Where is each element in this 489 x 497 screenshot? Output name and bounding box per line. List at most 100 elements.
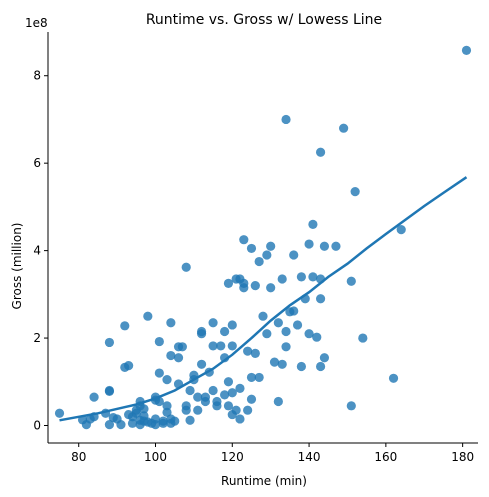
data-point [212, 396, 222, 407]
data-point [319, 241, 330, 251]
data-point [319, 353, 330, 363]
x-axis-label: Runtime (min) [221, 474, 307, 488]
data-point [315, 147, 326, 157]
data-point [158, 418, 168, 428]
y-tick-label: 8 [33, 69, 41, 83]
y-offset-label: 1e8 [25, 16, 48, 30]
data-point [89, 392, 99, 402]
data-point [396, 225, 406, 235]
x-tick-label: 100 [144, 450, 167, 464]
data-point [250, 348, 260, 358]
data-point [185, 415, 195, 425]
data-point [120, 321, 130, 331]
lowess-path [59, 176, 468, 422]
data-point [262, 329, 272, 339]
data-point [346, 401, 356, 411]
x-tick-label: 160 [374, 450, 397, 464]
data-point [220, 390, 230, 400]
data-point [154, 336, 164, 347]
data-point [223, 401, 234, 411]
data-point [235, 414, 245, 424]
data-point [166, 318, 176, 328]
data-point [177, 342, 187, 352]
data-point [208, 318, 218, 328]
data-point [312, 332, 322, 342]
data-point [243, 346, 253, 356]
data-point [239, 235, 249, 245]
data-point [277, 274, 287, 284]
data-point [308, 272, 318, 282]
data-point [193, 392, 203, 402]
data-point [281, 342, 291, 352]
data-point [231, 405, 241, 415]
y-axis-label: Gross (million) [10, 223, 24, 310]
data-points [54, 45, 472, 430]
data-point [162, 375, 172, 385]
x-tick-label: 120 [221, 450, 244, 464]
data-point [262, 250, 272, 260]
data-point [304, 239, 314, 249]
x-tick-label: 140 [298, 450, 321, 464]
data-point [388, 373, 399, 383]
data-point [246, 372, 257, 383]
data-point [181, 405, 191, 415]
data-point [154, 368, 164, 378]
data-point [243, 405, 253, 415]
data-point [246, 394, 257, 404]
x-tick-label: 180 [451, 450, 474, 464]
data-point [273, 318, 283, 328]
ticks: 80 100 120 140 160 180 0 2 4 6 8 [33, 69, 474, 464]
data-point [162, 401, 172, 411]
data-point [331, 241, 341, 251]
data-point [254, 256, 264, 267]
data-point [281, 326, 291, 337]
data-point [220, 326, 230, 337]
data-point [258, 311, 268, 321]
data-point [289, 250, 299, 260]
data-point [181, 262, 191, 272]
data-point [150, 420, 161, 430]
data-point [296, 361, 306, 372]
data-point [273, 396, 283, 407]
data-point [104, 337, 115, 348]
axes [47, 32, 478, 444]
data-point [227, 320, 237, 330]
data-point [131, 408, 141, 418]
lowess-line [59, 176, 468, 422]
data-point [266, 283, 276, 293]
data-point [289, 306, 299, 316]
data-point [54, 408, 65, 418]
data-point [227, 388, 237, 398]
data-point [246, 243, 257, 254]
data-point [292, 320, 303, 330]
data-point [339, 123, 349, 133]
x-tick-label: 80 [71, 450, 86, 464]
data-point [193, 405, 203, 415]
data-point [166, 350, 176, 361]
data-point [315, 361, 326, 372]
data-point [227, 341, 237, 351]
data-point [208, 341, 218, 351]
data-point [185, 385, 195, 396]
data-point [250, 280, 260, 291]
data-point [208, 385, 218, 396]
data-point [154, 396, 164, 407]
data-point [200, 392, 211, 402]
data-point [196, 359, 207, 369]
data-point [281, 114, 291, 125]
data-point [308, 219, 318, 229]
data-point [170, 416, 180, 426]
data-point [143, 311, 153, 321]
data-point [173, 353, 184, 363]
data-point [350, 186, 360, 197]
data-point [266, 241, 276, 251]
data-point [461, 45, 472, 55]
data-point [127, 418, 138, 428]
data-point [116, 420, 126, 430]
data-point [239, 283, 249, 293]
data-point [223, 278, 234, 289]
data-point [139, 404, 149, 414]
y-tick-label: 4 [33, 244, 41, 258]
data-point [254, 372, 264, 383]
